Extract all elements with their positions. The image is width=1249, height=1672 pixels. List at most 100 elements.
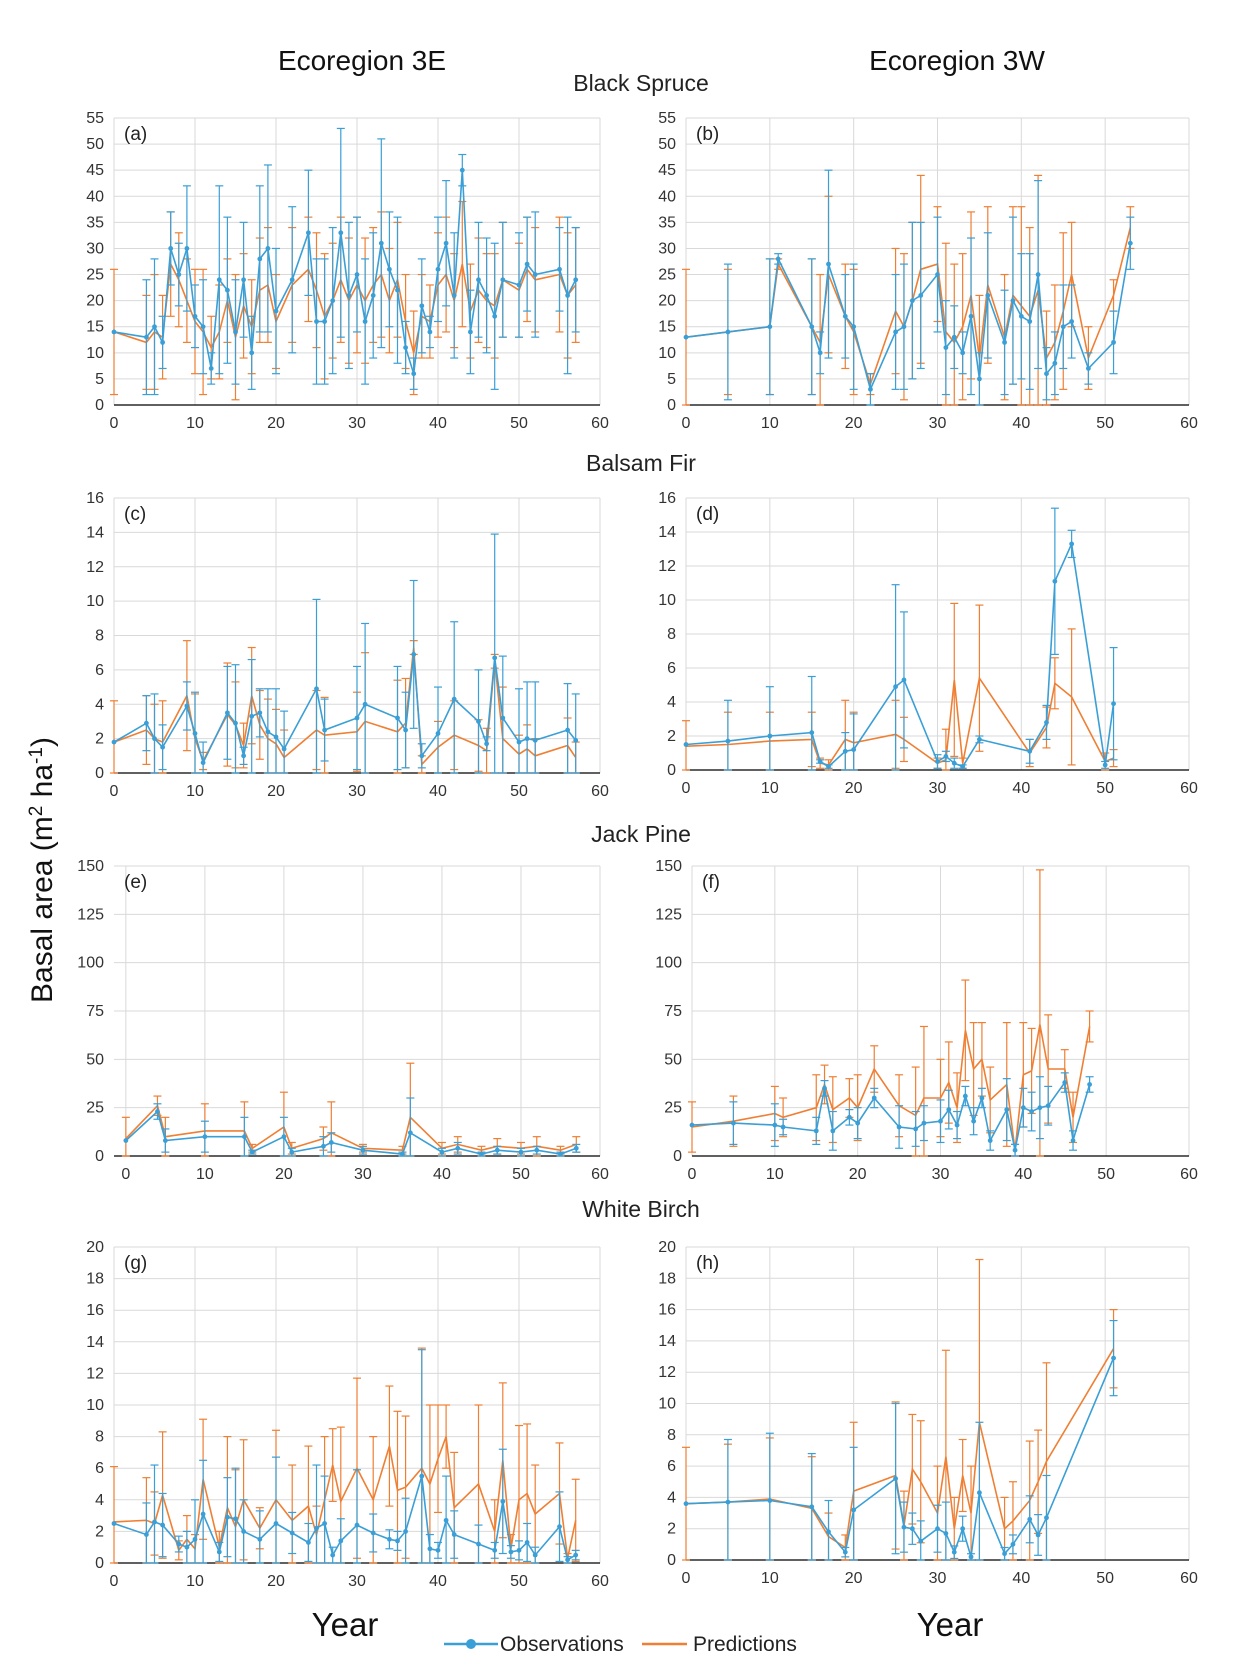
- predictions-line: [113, 261, 577, 354]
- y-tick-label: 12: [86, 559, 104, 576]
- observation-point: [1069, 319, 1075, 324]
- y-tick-label: 25: [658, 267, 676, 284]
- species-title-balsam-fir: Balsam Fir: [586, 450, 696, 476]
- observation-point: [830, 1128, 836, 1134]
- species-title-white-birch: White Birch: [582, 1196, 700, 1222]
- y-tick-label: 20: [86, 293, 104, 310]
- observation-point: [289, 1530, 295, 1536]
- chart-panel-d: 0 10 20 30 40 50 60 0 2 4 6 8 10 12 14 16 (d): [658, 490, 1198, 797]
- observation-point: [233, 720, 238, 726]
- observation-point: [216, 1549, 222, 1555]
- observation-point: [468, 329, 473, 335]
- panel-label: (h): [696, 1253, 719, 1274]
- y-tick-label: 0: [95, 1555, 104, 1572]
- observation-point: [484, 293, 489, 298]
- observation-point: [1027, 319, 1033, 324]
- observation-point: [1052, 578, 1058, 584]
- x-tick-label: 30: [929, 415, 947, 432]
- x-tick-label: 50: [510, 783, 528, 800]
- species-title-jack-pine: Jack Pine: [591, 821, 691, 847]
- observations-series: [111, 127, 580, 396]
- predictions-line: [691, 1024, 1091, 1151]
- observation-point: [1070, 1138, 1076, 1143]
- observation-point: [731, 1120, 736, 1126]
- observation-point: [921, 1120, 927, 1126]
- observation-point: [938, 1118, 943, 1124]
- observation-point: [200, 760, 206, 766]
- panel-label: (c): [124, 504, 146, 525]
- observation-point: [443, 1517, 449, 1523]
- observation-point: [809, 730, 815, 735]
- observation-point: [1010, 298, 1016, 304]
- observation-point: [565, 727, 570, 733]
- observation-point: [1018, 313, 1024, 319]
- x-tick-label: 20: [845, 415, 863, 432]
- observation-point: [451, 696, 457, 702]
- observation-point: [767, 733, 773, 739]
- observation-point: [1127, 240, 1133, 246]
- observation-point: [1004, 1107, 1010, 1112]
- observation-point: [689, 1122, 695, 1128]
- observation-point: [960, 350, 966, 356]
- panel-label: (b): [696, 124, 719, 145]
- y-tick-label: 25: [664, 1100, 682, 1117]
- observation-point: [846, 1114, 852, 1120]
- observation-point: [772, 1122, 778, 1128]
- observation-point: [395, 287, 400, 293]
- observation-point: [233, 329, 238, 335]
- observation-point: [968, 313, 974, 319]
- observation-point: [918, 293, 924, 298]
- observation-point: [419, 1473, 425, 1479]
- observation-point: [123, 1138, 129, 1143]
- y-tick-label: 150: [77, 858, 104, 875]
- predictions-series: [110, 1347, 580, 1564]
- observation-point: [573, 737, 579, 743]
- y-tick-label: 10: [86, 345, 104, 362]
- observation-point: [893, 684, 898, 690]
- y-tick-label: 5: [667, 371, 676, 388]
- observation-point: [909, 298, 915, 304]
- x-tick-label: 30: [348, 783, 366, 800]
- y-tick-label: 14: [86, 524, 104, 541]
- observation-point: [951, 760, 957, 766]
- observation-point: [532, 272, 538, 277]
- observation-point: [395, 715, 400, 721]
- observation-point: [968, 1554, 974, 1560]
- observation-point: [1111, 339, 1116, 345]
- species-title-black-spruce: Black Spruce: [573, 70, 709, 96]
- observations-series: [111, 1349, 580, 1564]
- observation-point: [1045, 1103, 1051, 1109]
- observation-point: [1111, 701, 1116, 707]
- x-tick-label: 40: [1012, 415, 1030, 432]
- predictions-line: [113, 647, 577, 767]
- observation-point: [518, 1149, 524, 1155]
- x-tick-label: 20: [845, 780, 863, 797]
- observations-line: [113, 654, 577, 765]
- y-tick-label: 0: [95, 397, 104, 414]
- observations-series: [689, 1072, 1094, 1157]
- observation-point: [249, 350, 255, 356]
- observation-point: [851, 324, 857, 330]
- y-tick-label: 4: [95, 1492, 104, 1509]
- observation-point: [1044, 1515, 1049, 1521]
- x-tick-label: 10: [761, 1570, 779, 1587]
- y-tick-label: 50: [658, 136, 676, 153]
- observation-point: [241, 753, 247, 759]
- observation-point: [111, 739, 117, 745]
- observation-point: [257, 256, 263, 262]
- observation-point: [1060, 324, 1066, 330]
- observation-point: [289, 1149, 295, 1155]
- observation-point: [306, 1540, 311, 1545]
- legend-observations-label: Observations: [500, 1633, 624, 1656]
- observation-point: [144, 334, 149, 340]
- observation-point: [241, 1134, 247, 1140]
- predictions-line: [685, 676, 1114, 766]
- observation-point: [943, 1530, 949, 1536]
- y-tick-label: 45: [86, 162, 104, 179]
- observation-point: [322, 727, 327, 733]
- observation-point: [725, 1499, 731, 1505]
- y-tick-label: 16: [658, 1302, 676, 1319]
- observation-point: [516, 1547, 522, 1553]
- y-tick-label: 125: [77, 906, 104, 923]
